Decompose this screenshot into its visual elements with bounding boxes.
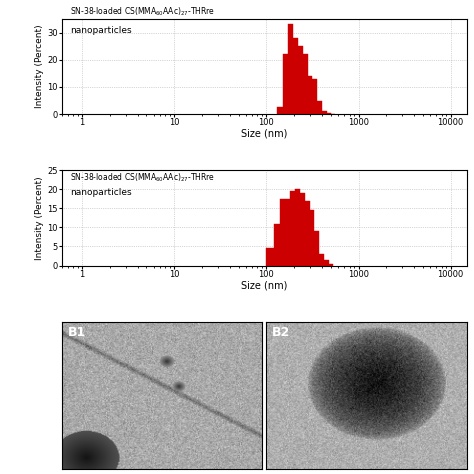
Bar: [273, 224, 280, 265]
Bar: [329, 264, 333, 265]
Text: B2: B2: [272, 326, 291, 339]
Bar: [312, 79, 317, 114]
Bar: [327, 113, 331, 114]
Text: SN-38-loaded CS(MMA$_{60}$AAc)$_{27}$-THRre: SN-38-loaded CS(MMA$_{60}$AAc)$_{27}$-TH…: [70, 171, 215, 184]
Bar: [319, 254, 324, 265]
Bar: [288, 24, 293, 114]
Bar: [324, 260, 329, 265]
Bar: [322, 111, 327, 114]
Bar: [317, 100, 322, 114]
Bar: [310, 210, 314, 265]
Bar: [300, 193, 305, 265]
Bar: [298, 46, 303, 114]
Text: nanoparticles: nanoparticles: [70, 188, 131, 197]
Text: nanoparticles: nanoparticles: [70, 26, 131, 35]
Bar: [308, 76, 312, 114]
Bar: [266, 248, 273, 265]
Y-axis label: Intensity (Percent): Intensity (Percent): [35, 25, 44, 109]
Bar: [314, 231, 319, 265]
Bar: [290, 191, 295, 265]
Bar: [305, 201, 310, 265]
Bar: [277, 107, 283, 114]
Bar: [295, 190, 300, 265]
X-axis label: Size (nm): Size (nm): [241, 280, 287, 290]
Bar: [283, 55, 288, 114]
X-axis label: Size (nm): Size (nm): [241, 128, 287, 139]
Bar: [303, 55, 308, 114]
Bar: [293, 38, 298, 114]
Text: SN-38-loaded CS(MMA$_{60}$AAc)$_{27}$-THRre: SN-38-loaded CS(MMA$_{60}$AAc)$_{27}$-TH…: [70, 6, 215, 18]
Bar: [280, 199, 285, 265]
Text: B1: B1: [68, 326, 86, 339]
Bar: [285, 199, 290, 265]
Y-axis label: Intensity (Percent): Intensity (Percent): [35, 176, 44, 260]
